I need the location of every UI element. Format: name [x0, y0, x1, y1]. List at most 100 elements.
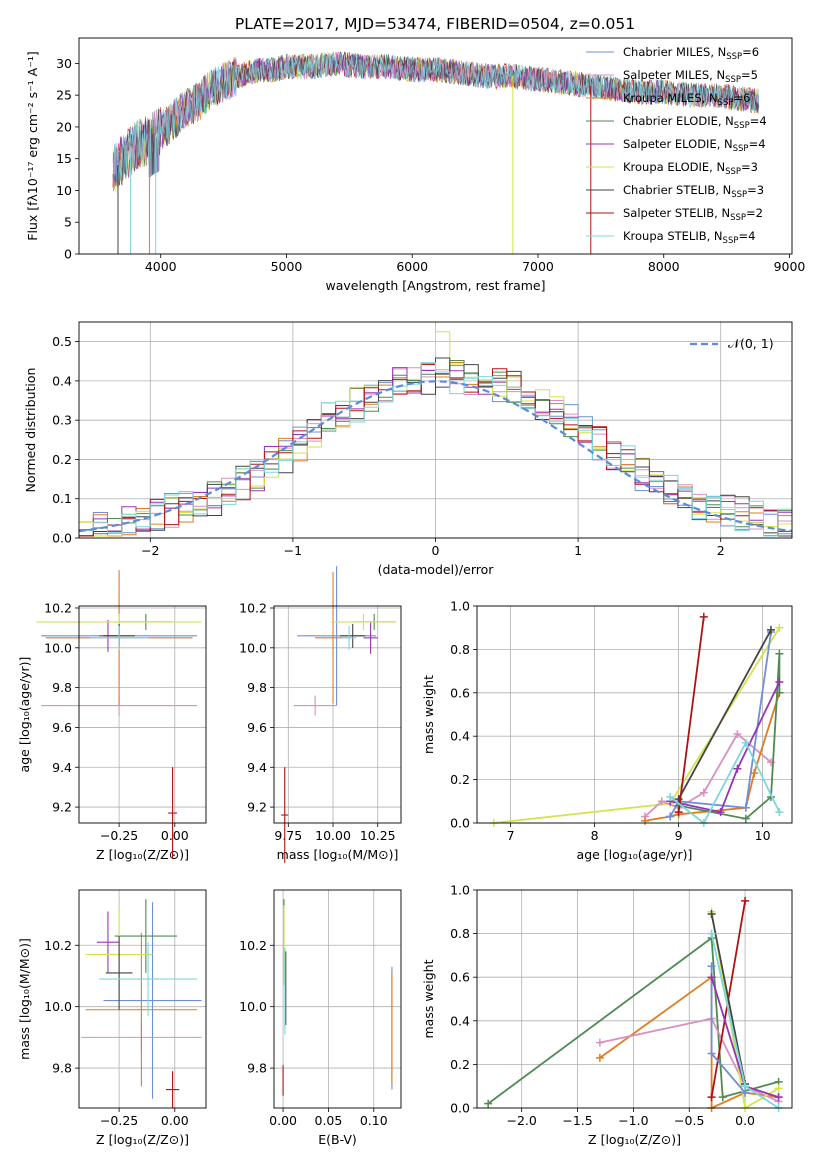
plot-area-age-vs-Z	[36, 570, 202, 859]
x-tick-label: −2	[141, 543, 159, 558]
legend-entry: Salpeter ELODIE, NSSP=4	[623, 137, 766, 154]
series-marker	[666, 792, 675, 801]
y-tick-label: 9.8	[247, 1061, 267, 1076]
x-axis-label: E(B-V)	[318, 1132, 357, 1147]
axes-frame	[476, 889, 793, 1109]
x-tick-label: 8	[591, 828, 599, 843]
y-tick-label: 10.2	[44, 600, 72, 615]
y-tick-label: 5	[64, 215, 72, 230]
y-axis-label: age [log₁₀(age/yr)]	[17, 657, 32, 773]
axes-mass-weight-vs-age: 7 8 9 10 0.0 0.2 0.4 0.6 0.8 1.0 age [log₁₀(age/yr…	[421, 599, 793, 862]
x-tick-label: 0.00	[161, 1113, 189, 1128]
axes-mass-vs-Z: −0.25 0.00 9.8 10.0 10.2 Z [log₁₀(Z/Z⊙)] mass …	[17, 889, 207, 1147]
legend-entry: Chabrier ELODIE, NSSP=4	[623, 114, 767, 131]
y-tick-label: 9.2	[52, 800, 72, 815]
y-tick-label: 9.6	[52, 720, 72, 735]
x-tick-label: 7	[507, 828, 515, 843]
series-marker	[718, 1093, 727, 1102]
y-tick-label: 0.6	[450, 970, 470, 985]
errorbar-point	[99, 942, 198, 1016]
legend-entry: Kroupa ELODIE, NSSP=3	[623, 160, 758, 177]
errorbar-point	[103, 902, 202, 1099]
series-marker	[707, 962, 716, 971]
y-tick-label: 15	[56, 151, 72, 166]
axes-frame	[78, 321, 793, 539]
x-tick-label: 8000	[648, 259, 680, 274]
y-tick-label: 10.2	[239, 600, 267, 615]
y-axis-label: mass [log₁₀(M/M⊙)]	[17, 938, 32, 1060]
series-line	[599, 1017, 779, 1103]
series-marker	[741, 896, 750, 905]
errorbar-point	[331, 613, 396, 630]
y-tick-label: 9.4	[247, 760, 267, 775]
legend-entry: Chabrier MILES, NSSP=6	[623, 45, 759, 62]
axes-age-vs-mass: 9.75 10.00 10.25 9.2 9.4 9.6 9.8 10.0 10.2 mass […	[239, 566, 402, 863]
x-tick-label: 2	[717, 543, 725, 558]
y-tick-label: 0	[64, 247, 72, 262]
series-marker	[767, 625, 775, 634]
errorbar-point	[293, 695, 337, 716]
x-axis-label: age [log₁₀(age/yr)]	[577, 847, 693, 862]
x-tick-label: −0.25	[100, 1113, 138, 1128]
x-axis-label: mass [log₁₀(M/M⊙)]	[277, 847, 399, 862]
series-marker	[775, 649, 784, 658]
errorbar-point	[96, 911, 120, 973]
series-marker	[775, 623, 784, 632]
y-tick-label: 10.0	[44, 640, 72, 655]
y-tick-label: 0.8	[450, 926, 470, 941]
series-marker	[707, 1049, 716, 1058]
y-tick-label: 30	[56, 56, 72, 71]
x-tick-label: 1	[574, 543, 582, 558]
errorbar-point	[168, 767, 178, 859]
y-tick-label: 1.0	[450, 599, 470, 614]
series-marker	[699, 612, 708, 621]
legend-entry: Kroupa STELIB, NSSP=4	[623, 229, 755, 246]
series-marker	[741, 738, 750, 747]
spectrum-line	[112, 52, 760, 190]
axes-residuals: −2 −1 0 1 2 0.0 0.1 0.2 0.3 0.4 0.5 (data-model)/er…	[23, 321, 793, 577]
x-tick-label: 9	[675, 828, 683, 843]
legend-entry: Salpeter MILES, NSSP=5	[623, 68, 758, 85]
y-tick-label: 20	[56, 119, 72, 134]
series-marker	[641, 816, 649, 825]
plot-area-spectrum	[112, 51, 760, 254]
x-tick-label: 9000	[774, 259, 806, 274]
y-tick-label: 9.4	[52, 760, 72, 775]
y-tick-label: 10	[56, 183, 72, 198]
plot-area-age-vs-mass	[281, 566, 396, 863]
histogram-step	[79, 357, 792, 537]
x-tick-label: 4000	[145, 259, 177, 274]
y-tick-label: 10.2	[239, 938, 267, 953]
series-marker	[774, 1093, 783, 1102]
series-line	[677, 629, 772, 800]
y-tick-label: 10.0	[44, 999, 72, 1014]
series-marker	[774, 1084, 783, 1093]
x-axis-label: wavelength [Angstrom, rest frame]	[325, 278, 545, 293]
axes-frame	[78, 37, 793, 255]
errorbar-point	[363, 621, 378, 654]
y-tick-label: 0.5	[52, 334, 72, 349]
x-tick-label: 0.05	[315, 1113, 343, 1128]
x-tick-label: 0	[432, 543, 440, 558]
x-axis-label: Z [log₁₀(Z/Z⊙)]	[96, 1132, 189, 1147]
y-tick-label: 0.2	[52, 452, 72, 467]
series-line	[710, 913, 746, 1085]
y-tick-label: 0.3	[52, 413, 72, 428]
x-tick-label: 0.0	[735, 1113, 755, 1128]
series-marker	[707, 929, 716, 938]
y-tick-label: 25	[56, 88, 72, 103]
y-tick-label: 9.6	[247, 720, 267, 735]
y-axis-label: mass weight	[421, 959, 436, 1038]
y-tick-label: 10.0	[239, 640, 267, 655]
errorbar-point	[281, 767, 289, 863]
series-marker	[741, 814, 750, 823]
x-tick-label: −1.5	[562, 1113, 592, 1128]
axes-spectrum: 4000 5000 6000 7000 8000 9000 0 5 10 15 20 25 30 wave…	[25, 37, 806, 293]
series-marker	[595, 1038, 604, 1047]
x-tick-label: 5000	[271, 259, 303, 274]
series-line	[493, 627, 781, 824]
y-tick-label: 9.8	[52, 1061, 72, 1076]
errorbar-point	[105, 936, 133, 1010]
series-marker	[674, 795, 683, 804]
